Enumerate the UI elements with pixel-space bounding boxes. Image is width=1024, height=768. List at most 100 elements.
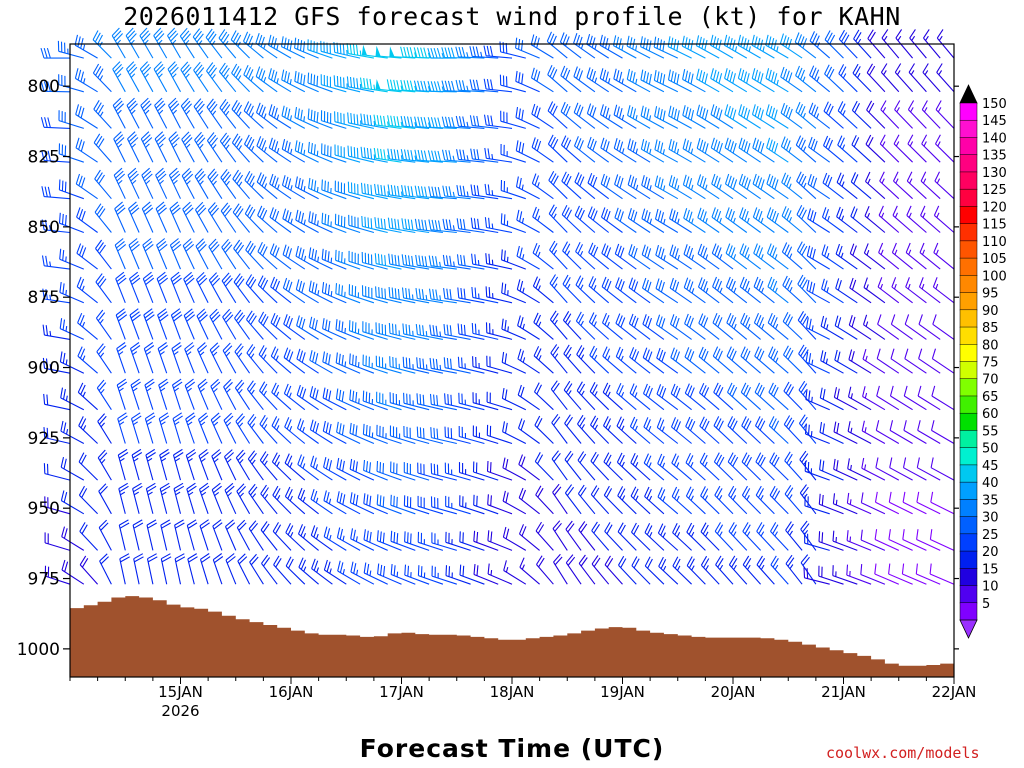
barb-feather (233, 273, 241, 283)
barb-feather (271, 382, 277, 393)
barb-feather (156, 238, 166, 246)
barb-feather (157, 137, 166, 146)
barb-feather (250, 486, 258, 496)
barb-half-feather (441, 86, 445, 92)
barb-feather (404, 218, 408, 230)
barb-feather (484, 147, 487, 159)
barb-feather (294, 107, 298, 118)
wind-barb (225, 553, 237, 585)
barb-feather (262, 487, 269, 497)
barb-feather (222, 34, 230, 44)
barb-feather (490, 115, 494, 126)
barb-shaft (133, 558, 140, 585)
barb-half-feather (263, 460, 268, 466)
barb-feather (186, 314, 196, 322)
barb-feather (158, 311, 168, 319)
barb-feather (374, 217, 377, 228)
barb-shaft (473, 435, 499, 445)
barb-shaft (271, 391, 292, 411)
barb-feather (375, 286, 377, 297)
wind-barb (144, 378, 155, 410)
wind-barb (257, 241, 278, 270)
barb-feather (281, 69, 285, 81)
wind-barb (471, 286, 499, 304)
barb-feather (324, 180, 326, 192)
wind-barb (322, 351, 347, 374)
wind-barb (346, 43, 374, 59)
barb-feather (405, 324, 408, 335)
barb-shaft (211, 455, 223, 481)
barb-feather (432, 289, 435, 300)
barb-shaft (59, 291, 85, 304)
wind-barb (209, 308, 223, 340)
barb-shaft (444, 195, 471, 200)
barb-feather (268, 137, 273, 148)
barb-shaft (321, 258, 347, 270)
wind-barb (417, 565, 444, 585)
barb-feather (223, 412, 232, 421)
barb-feather (194, 168, 203, 177)
wind-barb (362, 321, 388, 340)
wind-barb (284, 453, 306, 481)
barb-feather (183, 66, 192, 76)
barb-feather (231, 100, 238, 110)
wind-barb (74, 34, 98, 59)
barb-feather (325, 389, 329, 400)
barb-feather (427, 81, 432, 92)
wind-barb (375, 45, 402, 59)
barb-shaft (131, 454, 140, 481)
barb-shaft (94, 178, 112, 200)
barb-shaft (247, 422, 264, 444)
barb-shaft (294, 117, 319, 129)
wind-barb (146, 519, 157, 551)
barb-feather (258, 104, 264, 115)
barb-feather (174, 485, 185, 493)
barb-shaft (403, 228, 430, 234)
barb-feather (186, 451, 197, 459)
barb-feather (361, 215, 363, 227)
barb-feather (338, 353, 341, 365)
barb-half-feather (211, 74, 216, 79)
wind-barb (259, 381, 278, 411)
barb-feather (225, 277, 233, 287)
barb-feather (169, 100, 178, 109)
barb-feather (339, 528, 344, 540)
wind-barb (41, 255, 71, 270)
barb-shaft (282, 254, 306, 270)
barb-feather (236, 345, 244, 355)
wind-barb (255, 66, 278, 93)
barb-feather (308, 247, 312, 258)
barb-feather (154, 97, 163, 106)
barb-shaft (269, 216, 292, 233)
wind-barb (117, 448, 129, 481)
barb-shaft (486, 401, 513, 411)
barb-feather (314, 353, 319, 364)
barb-feather (246, 344, 254, 354)
barb-shaft (75, 183, 98, 200)
barb-half-feather (225, 351, 231, 357)
barb-shaft (111, 35, 126, 59)
barb-shaft (145, 488, 154, 514)
barb-feather (295, 209, 299, 221)
barb-feather (489, 45, 494, 57)
wind-barb (257, 205, 278, 233)
barb-feather (395, 324, 397, 335)
barb-feather (415, 288, 418, 299)
barb-feather (144, 311, 154, 319)
barb-feather (208, 272, 217, 281)
barb-feather (249, 416, 257, 426)
barb-feather (225, 415, 234, 424)
wind-barb (220, 202, 237, 233)
wind-barb (118, 519, 130, 551)
wind-barb (43, 427, 71, 445)
barb-feather (160, 485, 171, 493)
wind-barb (255, 102, 278, 129)
wind-barb (470, 184, 499, 200)
barb-feather (41, 255, 45, 266)
barb-feather (379, 531, 382, 542)
barb-shaft (444, 264, 471, 270)
barb-feather (307, 72, 310, 84)
barb-feather (143, 137, 153, 146)
barb-shaft (220, 177, 237, 200)
barb-feather (353, 113, 356, 125)
